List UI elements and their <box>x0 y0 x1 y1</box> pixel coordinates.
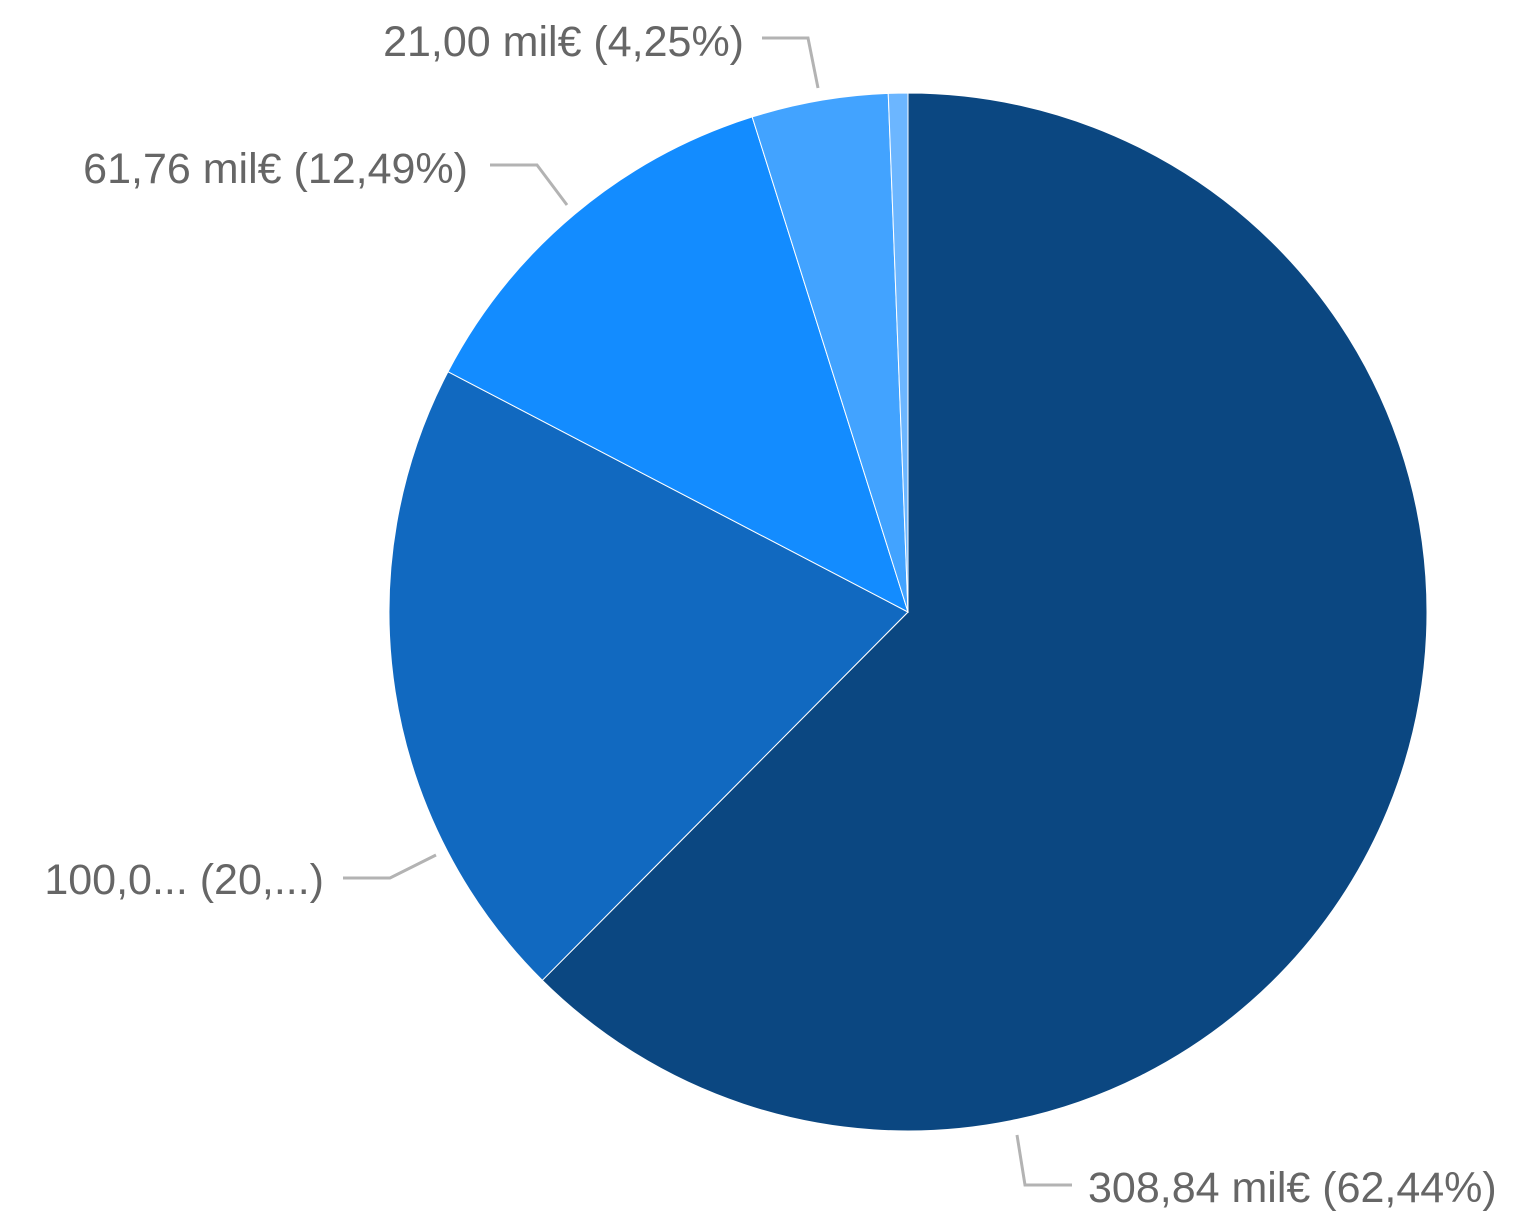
pie-slice-3[interactable] <box>447 116 909 614</box>
data-label-slice-1: 308,84 mil€ (62,44%) <box>1088 1164 1497 1212</box>
data-label-slice-3: 61,76 mil€ (12,49%) <box>83 145 468 193</box>
pie-slice-1[interactable] <box>541 92 1428 1132</box>
leader-line-slice-4 <box>762 36 820 89</box>
leader-line-slice-1 <box>1015 1134 1072 1187</box>
data-labels: 308,84 mil€ (62,44%) 100,0... (20,...) 6… <box>44 18 1496 1212</box>
leader-lines <box>343 36 1072 1187</box>
data-label-slice-2: 100,0... (20,...) <box>44 856 324 904</box>
leader-line-slice-2 <box>343 853 437 880</box>
data-label-slice-4: 21,00 mil€ (4,25%) <box>383 18 744 66</box>
pie-slice-5[interactable] <box>887 92 909 613</box>
leader-line-slice-3 <box>490 163 569 206</box>
pie-slice-2[interactable] <box>388 371 909 982</box>
pie-slices <box>388 92 1428 1132</box>
